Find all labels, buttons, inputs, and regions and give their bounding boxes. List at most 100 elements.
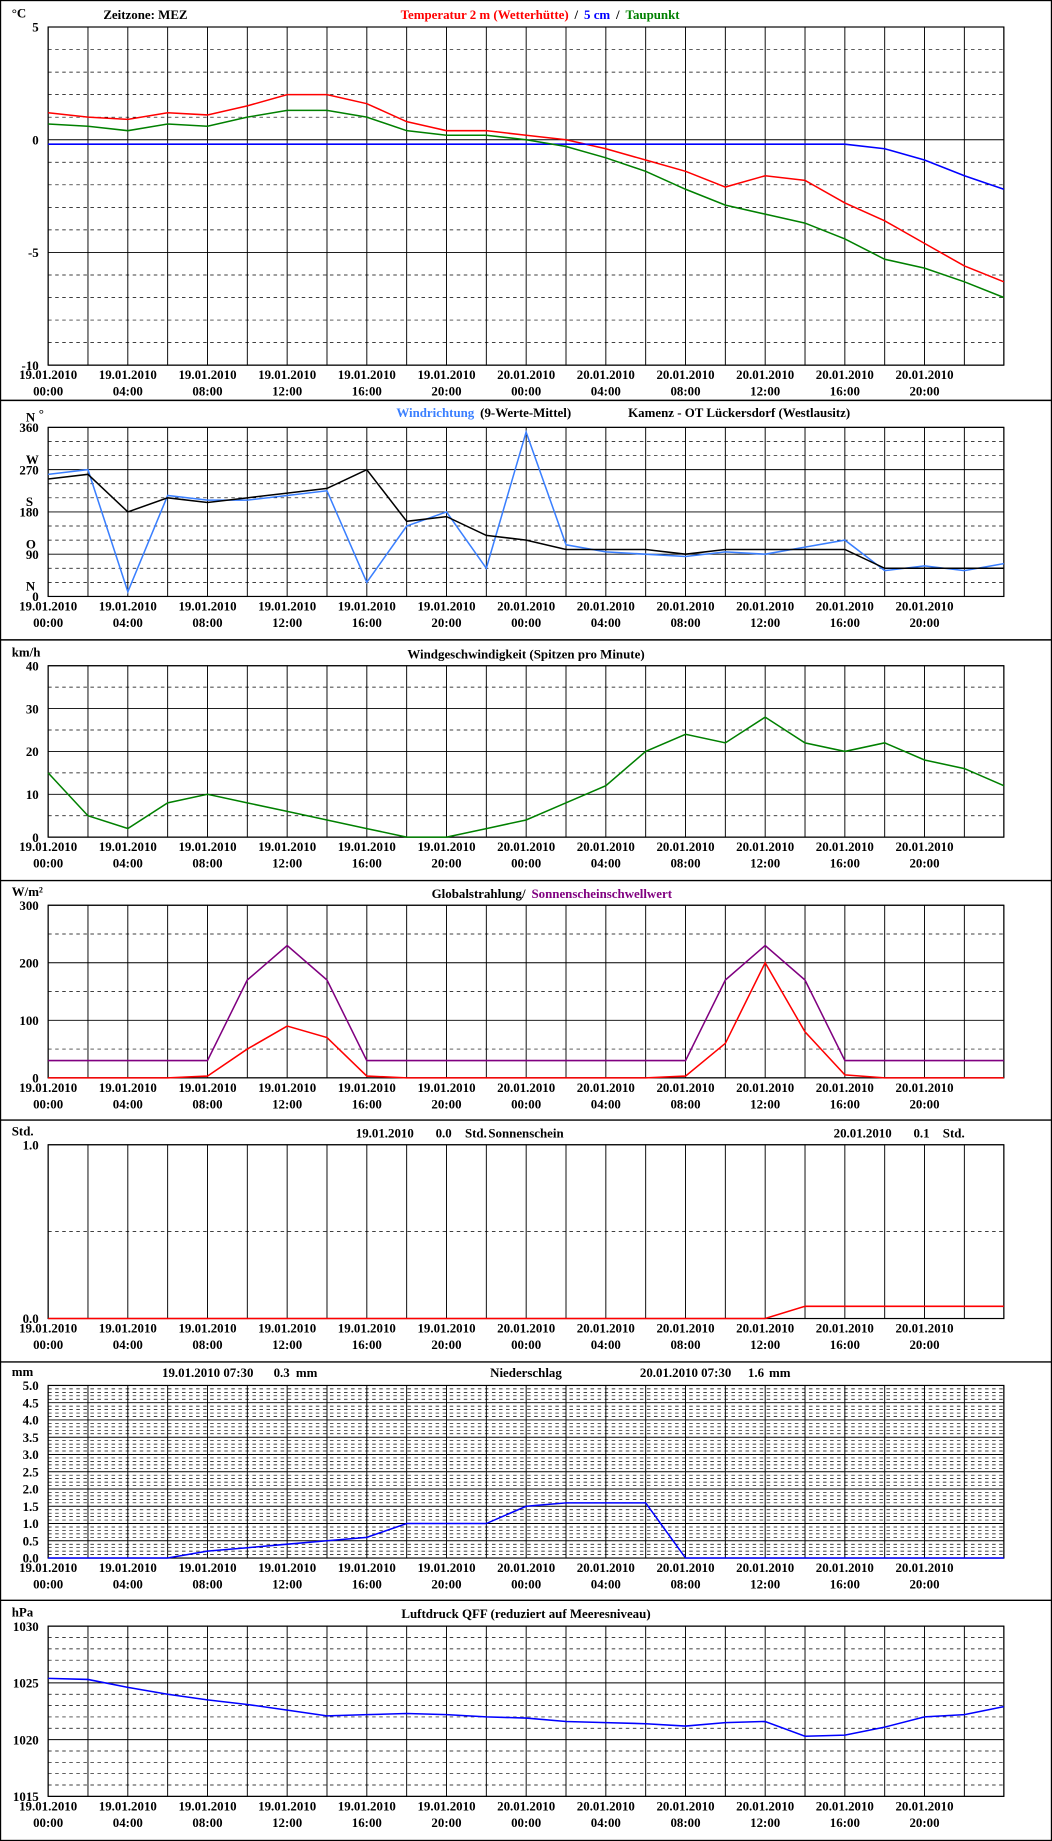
x-tick-label: 20.01.2010 16:00	[816, 367, 874, 398]
y-tick-label: 5	[32, 20, 38, 35]
x-tick-label: 19.01.2010 08:00	[178, 839, 236, 870]
data-line	[48, 109, 1005, 299]
x-tick-label: 19.01.2010 20:00	[417, 599, 475, 630]
x-tick-label: 19.01.2010 04:00	[99, 1798, 157, 1829]
x-tick-label: 20.01.2010 12:00	[736, 1798, 794, 1829]
data-line	[47, 716, 1005, 838]
x-tick-label: 19.01.2010 04:00	[99, 1080, 157, 1111]
x-tick-label: 19.01.2010 16:00	[338, 1798, 396, 1829]
y-tick-label: -10	[22, 358, 39, 373]
y-tick-label: 0.5	[23, 1533, 39, 1548]
x-tick-label: 20.01.2010 00:00	[497, 1080, 555, 1111]
annotation: Std.	[943, 1126, 965, 1141]
x-tick-label: 20.01.2010 20:00	[895, 1080, 953, 1111]
data-line	[48, 961, 1004, 1079]
annotation: 20.01.2010	[834, 1126, 892, 1141]
legend-entry: (9-Werte-Mittel)	[480, 405, 571, 420]
data-line	[48, 143, 1005, 190]
compass-label: W	[26, 452, 39, 467]
x-tick-label: 20.01.2010 08:00	[656, 1321, 714, 1352]
x-tick-label: 20.01.2010 00:00	[497, 1560, 555, 1591]
x-tick-label: 20.01.2010 04:00	[577, 1321, 635, 1352]
legend-separator: /	[574, 7, 579, 22]
x-tick-label: 20.01.2010 20:00	[895, 1560, 953, 1591]
y-tick-label: 1020	[13, 1732, 39, 1747]
data-line	[48, 1305, 1004, 1320]
x-tick-label: 20.01.2010 20:00	[895, 1321, 953, 1352]
x-tick-label: 20.01.2010 12:00	[736, 599, 794, 630]
x-tick-label: 19.01.2010 12:00	[258, 1798, 316, 1829]
x-tick-label: 20.01.2010 08:00	[656, 1798, 714, 1829]
x-tick-label: 19.01.2010 00:00	[19, 1080, 77, 1111]
x-tick-label: 19.01.2010 12:00	[258, 367, 316, 398]
annotation: 19.01.2010 07:30	[162, 1365, 253, 1380]
x-tick-label: 20.01.2010 20:00	[895, 1798, 953, 1829]
data-line	[48, 93, 1005, 283]
x-tick-label: 19.01.2010 00:00	[19, 1560, 77, 1591]
y-tick-label: 180	[19, 505, 38, 520]
legend-entry: 5 cm	[584, 7, 610, 22]
unit-label: °	[39, 406, 44, 421]
annotation: Kamenz - OT Lückersdorf (Westlausitz)	[628, 405, 850, 420]
x-tick-label: 20.01.2010 04:00	[577, 1560, 635, 1591]
x-tick-label: 19.01.2010 04:00	[99, 367, 157, 398]
y-tick-label: 1025	[13, 1676, 39, 1691]
x-tick-label: 19.01.2010 08:00	[178, 1560, 236, 1591]
x-tick-label: 20.01.2010 12:00	[736, 1080, 794, 1111]
chart-title: Luftdruck QFF (reduziert auf Meeresnivea…	[401, 1606, 650, 1621]
x-tick-label: 19.01.2010 16:00	[338, 367, 396, 398]
data-line	[48, 429, 1004, 594]
y-tick-label: 0	[32, 589, 38, 604]
x-tick-label: 19.01.2010 12:00	[258, 1080, 316, 1111]
chart-title: Sonnenschein	[488, 1126, 563, 1141]
annotation: Std.	[465, 1126, 487, 1141]
unit-label: hPa	[12, 1605, 34, 1620]
data-line	[48, 944, 1004, 1062]
annotation: 0.3	[274, 1365, 291, 1380]
x-tick-label: 19.01.2010 20:00	[417, 1321, 475, 1352]
x-tick-label: 20.01.2010 12:00	[736, 1321, 794, 1352]
compass-label: O	[26, 536, 36, 551]
annotation: 0.1	[913, 1126, 929, 1141]
annotation: 1.6	[748, 1365, 765, 1380]
x-tick-label: 20.01.2010 16:00	[816, 1080, 874, 1111]
x-tick-label: 20.01.2010 00:00	[497, 1798, 555, 1829]
y-tick-label: 100	[19, 1013, 38, 1028]
chart-title: Niederschlag	[490, 1365, 562, 1380]
x-tick-label: 20.01.2010 20:00	[895, 367, 953, 398]
chart-title: Windgeschwindigkeit (Spitzen pro Minute)	[407, 647, 644, 662]
legend: Globalstrahlung/Sonnenscheinschwellwert	[432, 886, 673, 901]
annotation: mm	[296, 1365, 318, 1380]
x-tick-label: 19.01.2010 20:00	[417, 1798, 475, 1829]
y-tick-label: 0	[32, 830, 38, 845]
x-tick-label: 20.01.2010 12:00	[736, 367, 794, 398]
legend: Temperatur 2 m (Wetterhütte) / 5 cm / Taupun…	[401, 7, 681, 22]
data-line	[48, 468, 1004, 570]
unit-label: km/h	[12, 644, 41, 659]
legend: Windrichtung (9-Werte-Mittel)	[396, 405, 571, 420]
x-tick-label: 19.01.2010 20:00	[417, 1560, 475, 1591]
y-tick-label: -5	[28, 245, 39, 260]
x-tick-label: 19.01.2010 00:00	[19, 367, 77, 398]
x-tick-label: 20.01.2010 16:00	[816, 839, 874, 870]
y-tick-label: 0.0	[23, 1551, 39, 1566]
x-tick-label: 19.01.2010 00:00	[19, 839, 77, 870]
annotation: 20.01.2010 07:30	[640, 1365, 731, 1380]
y-tick-label: 1.0	[23, 1516, 39, 1531]
x-tick-label: 19.01.2010 20:00	[417, 839, 475, 870]
x-tick-label: 19.01.2010 12:00	[258, 599, 316, 630]
x-tick-label: 20.01.2010 00:00	[497, 599, 555, 630]
x-tick-label: 19.01.2010 12:00	[258, 1560, 316, 1591]
y-tick-label: 3.5	[23, 1430, 39, 1445]
legend-separator: /	[615, 7, 620, 22]
x-tick-label: 19.01.2010 16:00	[338, 1080, 396, 1111]
x-tick-label: 19.01.2010 04:00	[99, 1560, 157, 1591]
y-tick-label: 360	[19, 420, 38, 435]
x-tick-label: 19.01.2010 00:00	[19, 599, 77, 630]
y-tick-label: 0	[32, 132, 38, 147]
y-tick-label: 30	[26, 701, 39, 716]
y-tick-label: 300	[19, 898, 38, 913]
x-tick-label: 19.01.2010 00:00	[19, 1798, 77, 1829]
y-tick-label: 3.0	[23, 1447, 39, 1462]
